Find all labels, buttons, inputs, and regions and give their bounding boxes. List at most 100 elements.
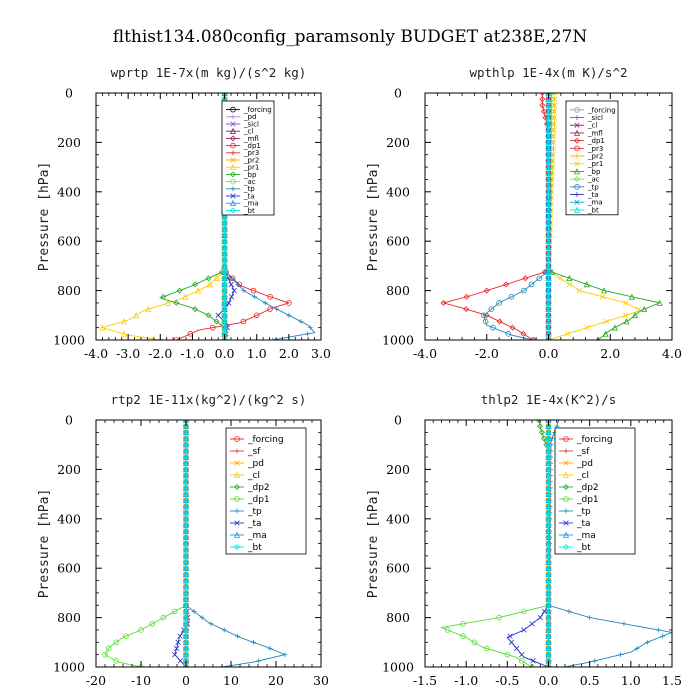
series-marker-bt — [545, 200, 552, 207]
series-marker-bt — [545, 429, 552, 436]
legend-marker-tp — [563, 508, 569, 514]
series-marker-pr1 — [99, 324, 106, 331]
series-marker-dp2 — [537, 423, 543, 430]
series-marker-bt — [545, 194, 552, 201]
y-tick-label: 800 — [57, 283, 81, 298]
legend-marker-forcing — [234, 436, 240, 442]
series-marker-bt — [545, 95, 552, 102]
series-marker-bt — [545, 250, 552, 257]
series-marker-bt — [545, 268, 552, 275]
series-marker-dp1 — [540, 108, 547, 115]
series-marker-ta — [177, 633, 183, 639]
legend-label: _ta — [576, 519, 591, 529]
series-marker-bt — [183, 645, 189, 652]
legend-label: _dp2 — [576, 483, 599, 493]
series-marker-tp — [566, 609, 572, 614]
series-marker-bt — [545, 454, 552, 461]
series-marker-bt — [545, 256, 552, 263]
y-tick-label: 0 — [65, 413, 73, 428]
series-marker-bt — [545, 472, 552, 479]
series-marker-bt — [183, 571, 189, 578]
series-group — [99, 93, 316, 340]
series-marker-dp1 — [187, 331, 194, 337]
series-marker-pr1 — [567, 281, 573, 288]
series-marker-bt — [545, 565, 552, 572]
series-marker-dp1 — [483, 645, 490, 652]
series-marker-bp — [641, 305, 648, 312]
series-marker-bt — [183, 441, 189, 448]
series-marker-bt — [545, 176, 552, 183]
x-tick-label: -1.5 — [413, 673, 437, 688]
series-marker-ac — [545, 337, 552, 340]
series-marker-bp — [611, 324, 618, 331]
series-marker-dp1 — [253, 312, 260, 319]
legend-label: _bp — [587, 168, 601, 176]
series-marker-bt — [183, 664, 189, 667]
y-axis-label: Pressure [hPa] — [366, 162, 381, 272]
series-marker-bp — [628, 293, 635, 300]
legend-label: _dp1 — [247, 495, 270, 505]
series-marker-tp — [508, 293, 515, 300]
series-marker-bt — [545, 163, 552, 170]
series-marker-dp1 — [149, 620, 156, 627]
series-marker-tp — [660, 633, 666, 639]
series-marker-bt — [545, 534, 552, 541]
legend-marker-dp1 — [234, 496, 240, 502]
series-marker-bt — [545, 102, 552, 109]
legend-marker-ac — [574, 176, 580, 183]
series-marker-bt — [545, 274, 552, 282]
legend-box — [554, 427, 636, 555]
series-marker-bt — [183, 515, 189, 522]
series-marker-bt — [545, 626, 552, 633]
y-tick-label: 0 — [65, 86, 73, 101]
series-marker-bp — [566, 274, 573, 282]
series-line-pr1 — [100, 270, 225, 340]
series-marker-ta — [529, 621, 535, 627]
series-marker-pr1 — [551, 102, 558, 109]
series-marker-bt — [221, 324, 228, 331]
legend-marker-ta — [574, 192, 580, 197]
series-marker-tp — [252, 294, 257, 300]
series-marker-dp2 — [538, 429, 545, 436]
series-marker-bt — [183, 620, 189, 627]
series-marker-tp — [274, 306, 280, 312]
legend-label: _pd — [243, 113, 256, 121]
series-marker-bt — [545, 441, 552, 448]
legend-marker-dp2 — [563, 484, 569, 490]
series-marker-bt — [221, 299, 228, 306]
panel-3: rtp2 1E-11x(kg^2)/(kg^2 s) Pressure [hPa]… — [37, 392, 329, 688]
series-marker-bt — [545, 602, 552, 609]
legend-marker-ta — [230, 193, 236, 199]
series-marker-bt — [545, 633, 552, 640]
panel-1: wprtp 1E-7x(m kg)/(s^2 kg) Pressure [hPa]… — [37, 65, 331, 361]
series-marker-bt — [545, 577, 552, 584]
series-marker-tp — [267, 646, 273, 651]
series-marker-ta — [530, 658, 536, 664]
series-marker-pr1 — [195, 287, 202, 294]
series-marker-bt — [545, 639, 552, 646]
series-marker-bt — [545, 596, 552, 603]
panels: wprtp 1E-7x(m kg)/(s^2 kg) Pressure [hPa]… — [37, 65, 682, 688]
y-tick-label: 600 — [386, 561, 410, 576]
legend-marker-sf — [563, 448, 569, 454]
series-marker-bt — [545, 552, 552, 559]
series-marker-bt — [545, 515, 552, 522]
series-marker-bt — [183, 633, 189, 640]
x-tick-label: 0.0 — [215, 346, 235, 361]
legend: _forcing _sf _pd _cl _dp2 _dp1 _tp _ta _ma _bt — [554, 427, 636, 555]
legend-label: _sicl — [243, 120, 259, 128]
legend-label: _ac — [243, 178, 256, 186]
series-marker-pr1 — [551, 93, 558, 96]
series-marker-bt — [545, 132, 552, 140]
y-axis-label: Pressure [hPa] — [366, 489, 381, 599]
series-marker-dp1 — [460, 620, 466, 627]
series-marker-bt — [545, 620, 552, 627]
legend-label: _forcing — [243, 106, 272, 114]
series-marker-pr1 — [206, 281, 213, 288]
series-marker-ta — [513, 645, 520, 652]
series-marker-bt — [545, 231, 552, 238]
legend-marker-tp — [230, 186, 236, 192]
series-marker-bt — [545, 589, 552, 596]
x-tick-label: 3.0 — [311, 346, 331, 361]
series-marker-pr1 — [603, 318, 610, 325]
